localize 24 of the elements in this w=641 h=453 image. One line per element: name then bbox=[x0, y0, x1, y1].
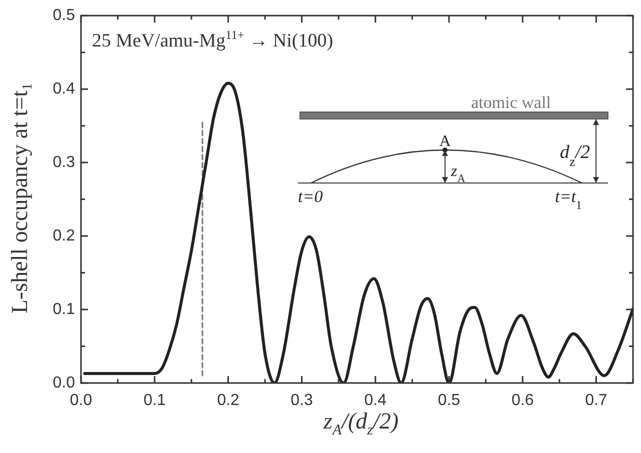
annotation: d$_{z}$/2 bbox=[560, 142, 590, 168]
y-tick-label: 0.2 bbox=[52, 227, 76, 244]
text: 25 MeV/amu-Mg$^{11+}$ → Ni(100) bbox=[92, 28, 334, 52]
y-tick-label: 0.5 bbox=[52, 7, 76, 24]
x-tick-label: 0.4 bbox=[364, 392, 387, 410]
annotation: z$_{A}$ bbox=[450, 163, 466, 185]
annotation: t=0 bbox=[298, 187, 324, 206]
annotation: A bbox=[439, 133, 452, 150]
x-tick-label: 0.5 bbox=[438, 392, 460, 410]
x-tick-label: 0.6 bbox=[511, 392, 534, 410]
y-axis-title: L-shell occupancy at t=t₁ bbox=[7, 82, 33, 314]
line-series bbox=[83, 82, 633, 383]
x-tick-label: 0.0 bbox=[70, 392, 92, 410]
x-tick-label: 0.1 bbox=[143, 392, 166, 410]
y-tick-label: 0.3 bbox=[52, 154, 76, 171]
x-tick-label: 0.2 bbox=[217, 392, 240, 410]
x-tick-label: 0.3 bbox=[290, 392, 314, 410]
annotation: t=t$_{1}$ bbox=[555, 187, 582, 212]
x-axis-title: z$_{A}$/(d$_{z}$/2) bbox=[323, 408, 399, 440]
y-tick-label: 0.0 bbox=[52, 374, 76, 392]
y-tick-label: 0.4 bbox=[52, 80, 76, 98]
x-tick-label: 0.7 bbox=[585, 392, 608, 410]
annotation: atomic wall bbox=[471, 93, 552, 112]
y-tick-label: 0.1 bbox=[52, 300, 76, 318]
